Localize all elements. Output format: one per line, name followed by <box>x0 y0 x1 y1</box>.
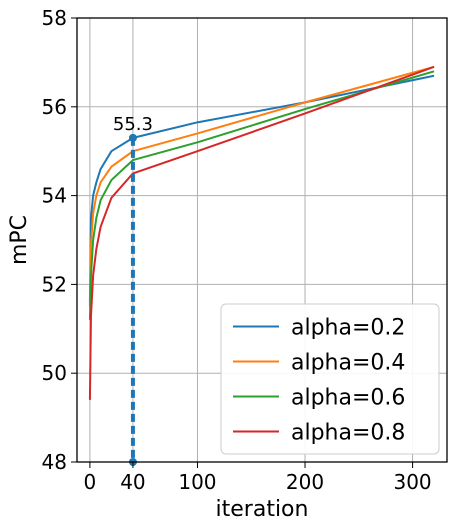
series-line-alpha=0.8 <box>88 65 435 400</box>
x-tick-label: 300 <box>393 470 431 494</box>
annotation-layer: 55.3 <box>113 114 153 466</box>
y-tick-label: 52 <box>42 272 67 296</box>
tick-layer: 0 40 100 200 300 48 50 52 54 56 58 <box>42 6 432 494</box>
series-line-alpha=0.2 <box>88 74 435 303</box>
legend-label: alpha=0.4 <box>291 351 405 376</box>
annotation-value-label: 55.3 <box>113 114 153 135</box>
y-tick-label: 48 <box>42 450 67 474</box>
legend-label: alpha=0.6 <box>291 386 405 411</box>
x-tick-label: 200 <box>286 470 324 494</box>
x-axis-label: iteration <box>216 497 309 522</box>
y-axis-label: mPC <box>7 215 32 265</box>
plot-frame <box>76 17 448 463</box>
y-tick-label: 54 <box>42 184 67 208</box>
x-tick-label: 100 <box>178 470 216 494</box>
series-layer <box>88 65 435 400</box>
legend-box <box>220 303 440 455</box>
series-line-alpha=0.4 <box>88 65 435 307</box>
legend-label: alpha=0.2 <box>291 316 405 341</box>
y-tick-label: 56 <box>42 95 67 119</box>
y-tick-label: 50 <box>42 361 67 385</box>
legend-label: alpha=0.8 <box>291 421 405 446</box>
y-tick-label: 58 <box>42 6 67 30</box>
x-tick-label: 40 <box>120 470 145 494</box>
series-line-alpha=0.6 <box>88 70 435 320</box>
annotation-top-marker <box>128 133 137 142</box>
x-tick-label: 0 <box>84 470 97 494</box>
legend: alpha=0.2 alpha=0.4 alpha=0.6 alpha=0.8 <box>220 303 440 455</box>
